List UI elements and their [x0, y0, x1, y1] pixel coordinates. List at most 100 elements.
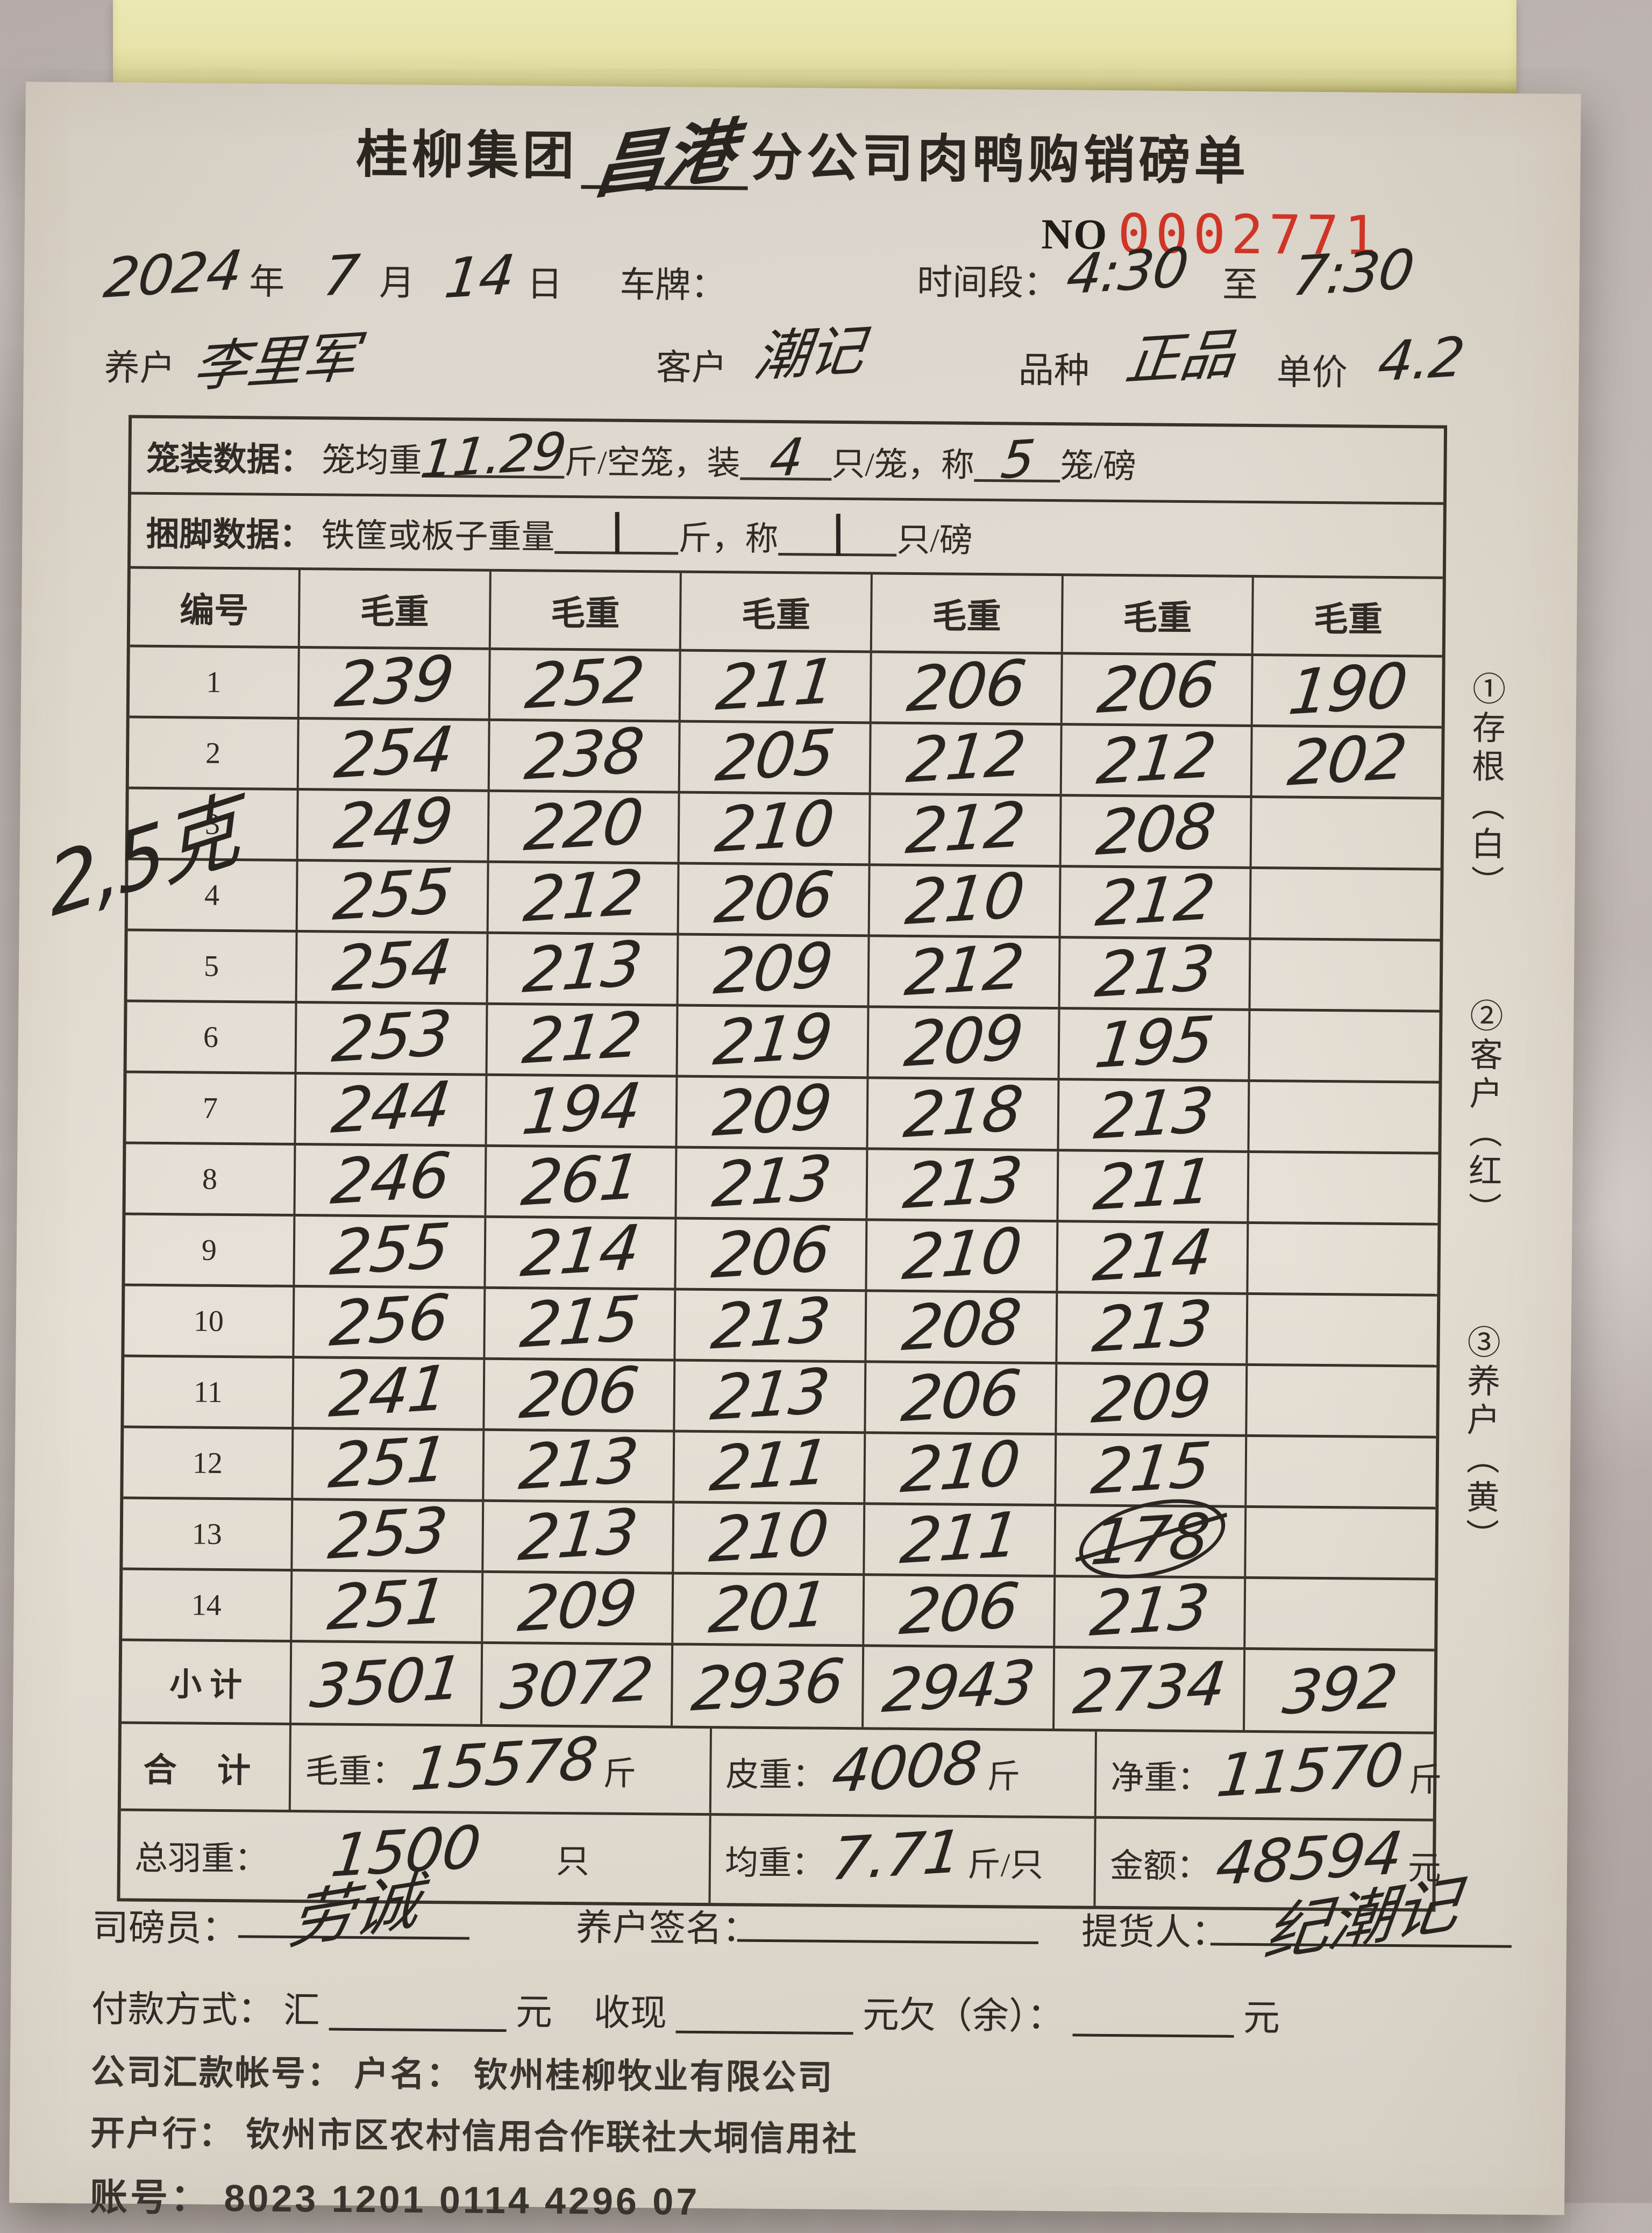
row-number: 2 — [129, 718, 300, 788]
weight-value: 249 — [330, 784, 456, 864]
weight-value: 256 — [326, 1281, 452, 1361]
account-name: 钦州桂柳牧业有限公司 — [473, 2055, 834, 2097]
payment-owe-label: 元欠（余）： — [862, 1994, 1064, 2037]
weight-value: 220 — [521, 785, 646, 865]
weight-value: 213 — [709, 1142, 835, 1221]
foot-label: 捆脚数据： — [146, 516, 313, 554]
time-from-value: 4:30 — [1063, 236, 1191, 307]
weight-row: 4 255 212 206 210 212 — [127, 855, 1441, 942]
weight-value: 239 — [331, 642, 457, 722]
cage-avg-value: 11.29 — [417, 421, 569, 490]
price-label: 单价 — [1276, 353, 1348, 393]
subtotal-label: 小 计 — [122, 1641, 293, 1723]
weight-row: 10 256 215 213 208 213 — [124, 1281, 1437, 1368]
weight-value: 241 — [325, 1352, 451, 1432]
bird-count-label: 总羽重： — [134, 1840, 268, 1878]
weight-value: 201 — [705, 1567, 831, 1647]
customer-label: 客户 — [656, 348, 728, 388]
plate-label: 车牌： — [620, 265, 727, 306]
price-value: 4.2 — [1375, 325, 1467, 395]
row-number: 12 — [123, 1428, 294, 1498]
cage-count-value: 5 — [998, 428, 1037, 490]
weight-value: 212 — [520, 856, 646, 936]
totals-label: 合 计 — [120, 1724, 292, 1810]
copy-customer-red: ②客户（红） — [1463, 998, 1501, 1231]
weight-value: 210 — [711, 787, 837, 866]
weight-value: 253 — [328, 997, 454, 1077]
weight-value: 215 — [517, 1282, 643, 1362]
payment-owe-blank — [1072, 1993, 1235, 2038]
weight-value: 209 — [900, 1001, 1026, 1081]
weight-value: 213 — [1092, 931, 1217, 1012]
year-label: 年 — [248, 262, 285, 302]
weight-value: 213 — [1089, 1286, 1215, 1367]
date-line: 2024 年 7 月 14 日 车牌： 时间段： 4:30 至 7:30 — [101, 236, 1514, 315]
header-gross-3: 毛重 — [681, 573, 873, 651]
form-title-suffix: 分公司肉鸭购销磅单 — [751, 129, 1250, 190]
weight-value: 214 — [1090, 1215, 1215, 1296]
header-gross-5: 毛重 — [1063, 576, 1255, 653]
weight-row: 12 251 213 211 210 215 — [123, 1423, 1436, 1510]
payment-cash-label: 收现 — [593, 1992, 667, 2034]
payment-cash-blank — [675, 1990, 854, 2035]
weight-value: 205 — [712, 716, 838, 795]
tare-label: 皮重： — [725, 1756, 826, 1794]
account-number-label: 账号： — [89, 2176, 211, 2219]
bank-branch-label: 开户行： — [90, 2114, 235, 2154]
header-gross-4: 毛重 — [872, 574, 1064, 652]
time-to-label: 至 — [1222, 265, 1258, 305]
weight-value: 210 — [902, 859, 1028, 939]
row-number: 13 — [123, 1499, 294, 1569]
weights-grid: 笼装数据： 笼均重 11.29 斤/空笼，装 4 只/笼，称 5 笼/磅 捆脚数… — [117, 415, 1448, 1912]
subtotal-value: 392 — [1279, 1651, 1400, 1728]
subtotal-value: 2936 — [688, 1646, 847, 1725]
weight-value: 212 — [903, 717, 1029, 797]
customer-value: 潮记 — [751, 318, 867, 389]
weight-value: 213 — [707, 1355, 833, 1434]
cage-load-blank: 4 — [740, 426, 832, 488]
weight-row: 14 251 209 201 206 213 — [122, 1564, 1435, 1652]
breed-label: 品种 — [1018, 351, 1090, 391]
weighing-slip-paper: 桂柳集团 昌港 分公司肉鸭购销磅单 NO 0002771 2024 年 7 月 14 … — [9, 82, 1581, 2223]
cage-data-row: 笼装数据： 笼均重 11.29 斤/空笼，装 4 只/笼，称 5 笼/磅 — [131, 418, 1444, 505]
weight-value: 209 — [1088, 1357, 1214, 1438]
day-value: 14 — [441, 243, 517, 311]
weight-value: 206 — [898, 1356, 1023, 1436]
weight-value: 212 — [902, 788, 1028, 868]
yellow-notepad-edge — [113, 0, 1516, 102]
farmer-sign-blank — [737, 1898, 1039, 1944]
month-label: 月 — [379, 264, 415, 303]
cage-unit1: 斤/空笼，装 — [564, 444, 740, 482]
weight-value: 208 — [898, 1285, 1024, 1365]
row-number: 8 — [125, 1144, 296, 1214]
header-gross-1: 毛重 — [300, 570, 492, 648]
time-label: 时间段： — [916, 263, 1059, 304]
parties-line: 养户 李里军 客户 潮记 品种 正品 单价 4.2 — [104, 318, 1513, 402]
branch-handwritten: 昌港 — [590, 111, 739, 209]
day-label: 日 — [526, 265, 563, 304]
bank-branch-line: 开户行： 钦州市区农村信用合作联社大垌信用社 — [90, 2106, 858, 2161]
totals-row: 合 计 毛重： 15578 斤 皮重： 4008 斤 净重： 11570 斤 — [120, 1724, 1442, 1822]
gross-total-unit: 斤 — [603, 1755, 637, 1793]
payment-remit-label: 汇 — [283, 1989, 321, 2031]
weight-value: 206 — [516, 1353, 642, 1433]
weight-value: 251 — [324, 1564, 450, 1645]
subtotal-value: 2943 — [879, 1647, 1038, 1726]
weight-value: 211 — [707, 1426, 832, 1505]
subtotal-value: 3072 — [497, 1644, 656, 1723]
cage-avg-blank: 11.29 — [418, 421, 568, 489]
cage-load-value: 4 — [766, 426, 806, 489]
table-header-row: 编号 毛重 毛重 毛重 毛重 毛重 毛重 — [130, 568, 1443, 658]
weight-value: 261 — [518, 1140, 644, 1220]
foot-value1: \ — [604, 501, 629, 562]
weight-value: 213 — [899, 1143, 1025, 1223]
row-number: 7 — [126, 1073, 297, 1143]
account-number-line: 账号： 8023 1201 0114 4296 07 — [90, 2167, 700, 2226]
weight-value: 213 — [515, 1495, 641, 1575]
subtotal-value: 3501 — [307, 1642, 466, 1722]
weight-value: 219 — [710, 1000, 836, 1079]
weight-value: 206 — [708, 1213, 834, 1292]
tare-value: 4008 — [828, 1728, 985, 1806]
weight-value: 206 — [1094, 648, 1220, 728]
weight-row: 13 253 213 210 211 178 — [123, 1494, 1436, 1581]
